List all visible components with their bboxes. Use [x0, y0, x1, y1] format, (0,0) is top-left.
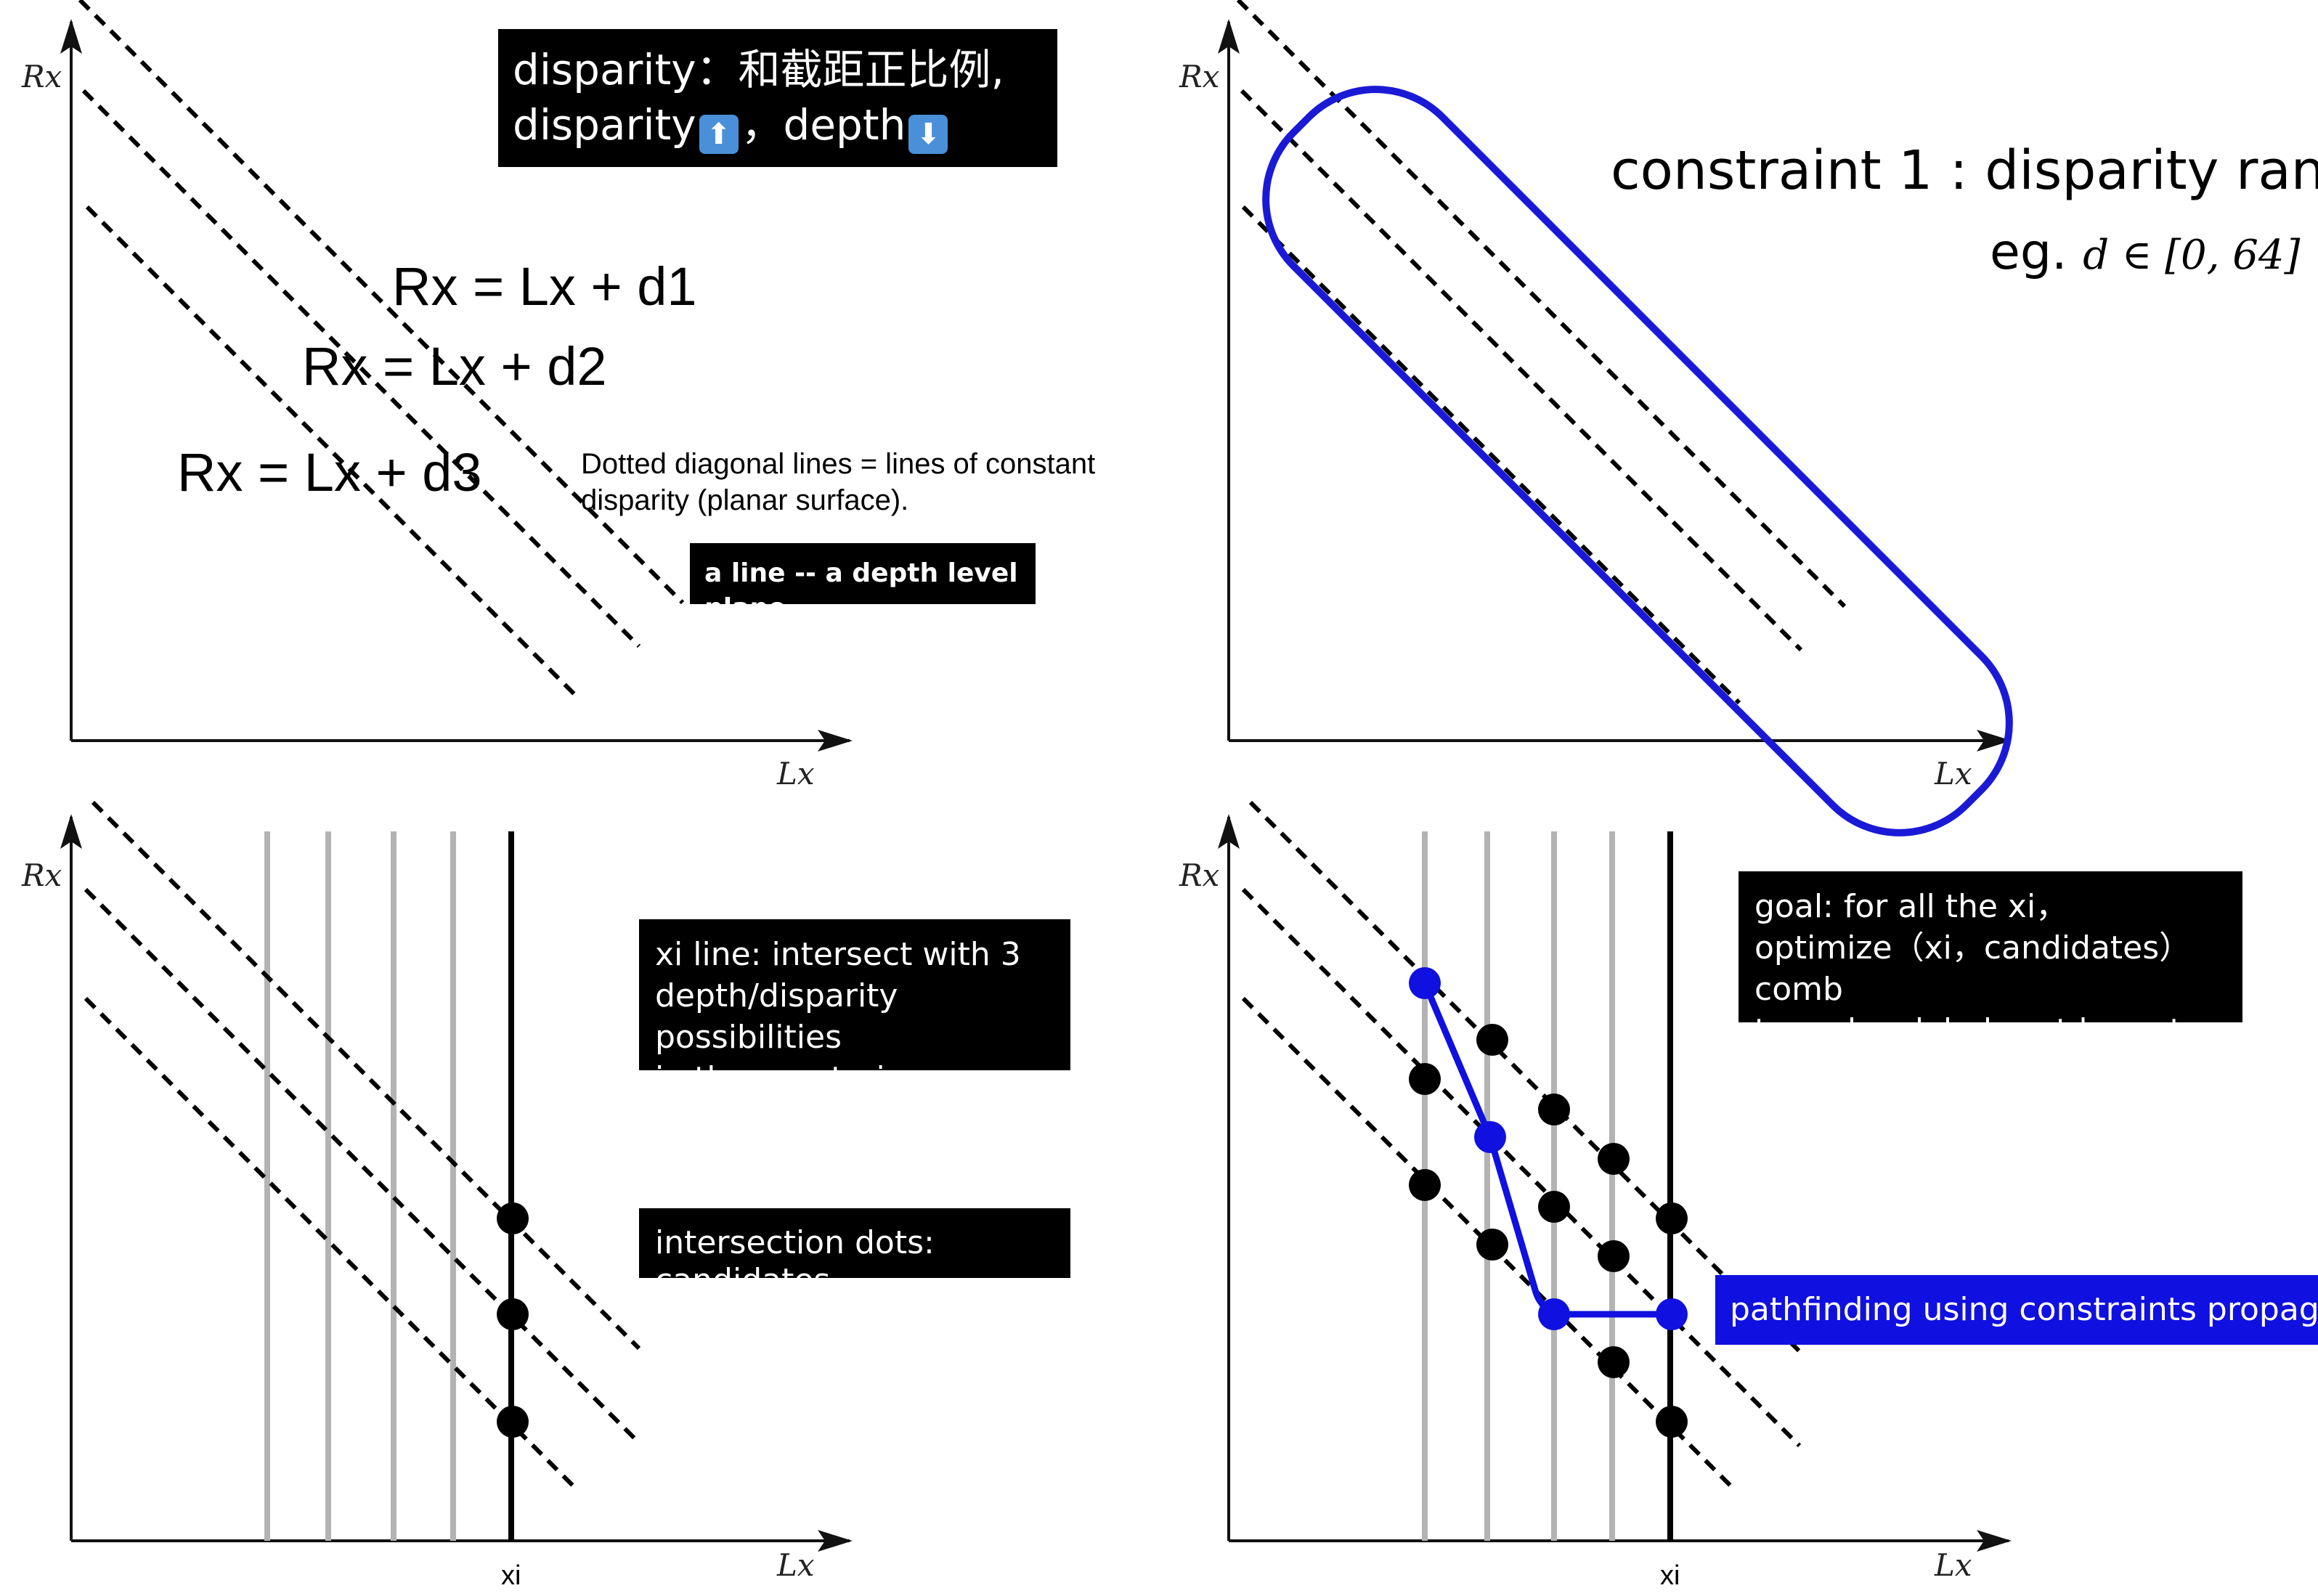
- candidate-dot: [1538, 1094, 1570, 1125]
- candidate-dot: [1656, 1202, 1688, 1234]
- path-node: [1474, 1121, 1506, 1153]
- disparity-line-d2: [1240, 89, 1803, 652]
- disparity-line-d1: [1248, 800, 1802, 1353]
- goal-note-line2: optimize（xi，candidates）comb: [1754, 929, 2192, 1008]
- panel-top-right: Rx Lx: [1179, 0, 2013, 836]
- candidate-dot: [1409, 1063, 1441, 1095]
- equation-d2: Rx = Lx + d2: [302, 336, 607, 396]
- equation-d3: Rx = Lx + d3: [177, 442, 482, 502]
- arrow-up-icon: ⬆: [699, 115, 739, 154]
- path-node: [1538, 1298, 1570, 1330]
- xi-line-note: xi line: intersect with 3 depth/disparit…: [639, 919, 1070, 1097]
- disparity-line-d1: [78, 0, 685, 605]
- y-axis-label: Rx: [1179, 59, 1220, 94]
- y-axis-label: Rx: [21, 858, 62, 893]
- candidate-dot: [1538, 1191, 1570, 1223]
- y-axis-label: Rx: [21, 59, 62, 94]
- goal-note-line3: to make global cost lowest.: [1754, 1012, 2192, 1049]
- dotted-note-line1: Dotted diagonal lines = lines of constan…: [581, 448, 1096, 480]
- disparity-line-d2: [81, 89, 641, 648]
- candidate-dot: [1476, 1024, 1508, 1056]
- disparity-word: disparity: [513, 100, 696, 150]
- x-axis-label: Lx: [776, 756, 815, 791]
- xi-note-line2: depth/disparity possibilities: [655, 977, 898, 1056]
- xi-label: xi: [1660, 1560, 1680, 1591]
- disparity-line-d3: [84, 996, 580, 1492]
- equation-d1: Rx = Lx + d1: [392, 256, 697, 317]
- candidate-dot: [1598, 1143, 1630, 1175]
- disparity-line-d1: [91, 800, 641, 1351]
- x-axis-label: Lx: [1934, 756, 1972, 791]
- optimal-path: [1421, 982, 1672, 1318]
- candidate-dot: [1598, 1240, 1630, 1272]
- disparity-note-line2: disparity ⬆ ，depth ⬇: [513, 97, 1043, 154]
- pathfinding-note: pathfinding using constraints propagatio…: [1715, 1275, 2318, 1345]
- x-axis-label: Lx: [776, 1547, 815, 1583]
- constraint-title: constraint 1 : disparity range: [1611, 139, 2318, 202]
- candidate-dot: [497, 1298, 529, 1330]
- constraint-example: eg. d ∈ [0, 64]: [1990, 224, 2300, 285]
- path-node: [1409, 967, 1441, 999]
- panel-top-left: Rx Lx Rx = Lx + d1 Rx = Lx + d2 Rx = Lx …: [21, 0, 853, 791]
- disparity-line-d1: [1236, 0, 1847, 608]
- candidate-dot: [1476, 1229, 1508, 1261]
- goal-note: goal: for all the xi， optimize（xi，candid…: [1738, 871, 2242, 1049]
- candidates-note: intersection dots: candidates: [639, 1208, 1070, 1299]
- disparity-range-highlight: [1262, 86, 2013, 836]
- disparity-note-box: disparity：和截距正比例, disparity ⬆ ，depth ⬇: [498, 29, 1057, 167]
- disparity-note-line1: disparity：和截距正比例,: [513, 45, 1004, 94]
- candidate-dot: [1409, 1169, 1441, 1201]
- x-axis-label: Lx: [1934, 1547, 1972, 1583]
- candidate-dot: [497, 1406, 529, 1438]
- dotted-note-line2: disparity (planar surface).: [581, 484, 909, 516]
- arrow-down-icon: ⬇: [908, 115, 948, 154]
- candidate-dot: [497, 1202, 529, 1234]
- xi-label: xi: [501, 1560, 521, 1591]
- disparity-line-d3: [85, 205, 580, 699]
- depth-plane-label: a line -- a depth level plane: [690, 543, 1036, 623]
- disparity-line-d2: [1241, 887, 1802, 1448]
- candidate-dot: [1656, 1406, 1688, 1438]
- disparity-line-d3: [1241, 205, 1741, 705]
- candidate-dot: [1598, 1346, 1630, 1378]
- goal-note-line1: goal: for all the xi，: [1754, 888, 2068, 925]
- depth-word: ，depth: [741, 100, 906, 150]
- y-axis-label: Rx: [1179, 858, 1220, 893]
- xi-note-line1: xi line: intersect with 3: [655, 936, 1021, 973]
- xi-note-line3: in the constrain space: [655, 1060, 1009, 1097]
- path-node: [1656, 1298, 1688, 1330]
- example-math: d ∈ [0, 64]: [2083, 232, 2301, 279]
- disparity-line-d3: [1241, 996, 1738, 1493]
- example-prefix: eg.: [1990, 224, 2067, 281]
- dotted-lines-note: Dotted diagonal lines = lines of constan…: [581, 446, 1162, 518]
- panel-bottom-left: Rx Lx xi: [21, 800, 853, 1591]
- disparity-line-d2: [84, 887, 641, 1445]
- panel-bottom-right: Rx Lx: [1179, 800, 2012, 1591]
